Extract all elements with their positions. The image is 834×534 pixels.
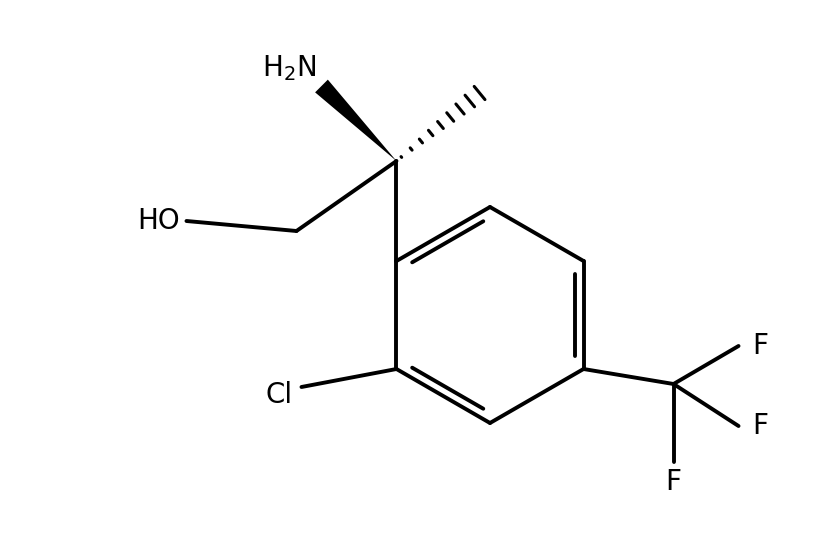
Polygon shape bbox=[315, 80, 396, 161]
Text: F: F bbox=[752, 332, 768, 360]
Text: Cl: Cl bbox=[266, 381, 293, 409]
Text: F: F bbox=[666, 468, 681, 496]
Text: F: F bbox=[752, 412, 768, 440]
Text: H$_2$N: H$_2$N bbox=[263, 53, 317, 83]
Text: HO: HO bbox=[137, 207, 180, 235]
